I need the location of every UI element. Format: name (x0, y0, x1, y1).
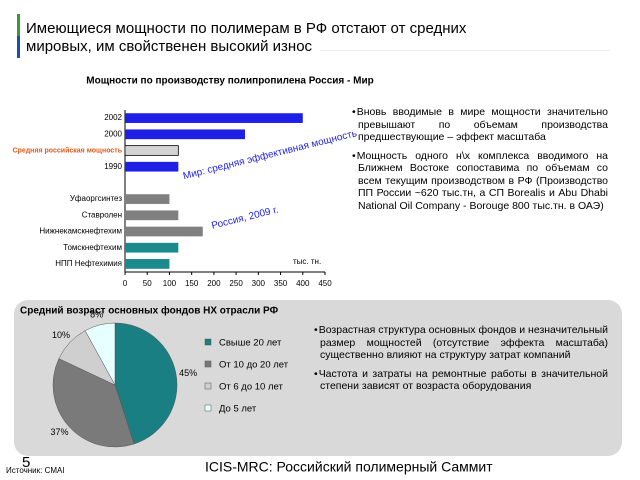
x-tick-label: 0 (123, 279, 128, 288)
bullet: Мощность одного н\х комплекса вводимого … (357, 150, 608, 213)
legend-label: До 5 лет (219, 404, 257, 415)
legend-label: Свыше 20 лет (219, 338, 282, 349)
data-label: 10% (52, 330, 70, 340)
bar (125, 259, 170, 269)
bullet: Вновь вводимые в мире мощности значитель… (357, 106, 608, 144)
bar (124, 145, 179, 156)
page-number: 5 (22, 454, 30, 471)
legend-swatch (204, 404, 212, 412)
legend-label: От 6 до 10 лет (219, 382, 283, 393)
x-tick-label: 400 (296, 279, 310, 288)
x-tick-label: 350 (274, 279, 288, 288)
accent (17, 36, 20, 58)
bullet: Возрастная структура основных фондов и н… (319, 324, 608, 362)
legend-label: От 10 до 20 лет (219, 360, 289, 371)
bar-title: Мощности по производству полипропилена Р… (86, 76, 373, 87)
pie-slice (114, 322, 178, 445)
y-tick-label: 1990 (104, 162, 122, 171)
accent (17, 14, 20, 36)
bullet: Частота и затраты на ремонтные работы в … (319, 368, 608, 393)
x-tick-label: 250 (229, 279, 243, 288)
legend-swatch (204, 382, 212, 390)
bar (125, 161, 179, 172)
x-tick-label: 150 (185, 279, 199, 288)
bar (125, 113, 303, 123)
bar (125, 194, 170, 204)
x-tick-label: 100 (163, 279, 177, 288)
legend-swatch (204, 360, 212, 368)
legend-swatch (204, 338, 212, 346)
y-tick-label: 2002 (104, 113, 122, 122)
bullets-top: Вновь вводимые в мире мощности значитель… (357, 106, 608, 218)
y-tick-label: 2000 (104, 129, 122, 138)
x-tick-label: 300 (252, 279, 266, 288)
y-tick-label: Ставролен (82, 210, 122, 219)
pie-title: Средний возраст основных фондов НХ отрас… (20, 305, 279, 317)
data-label: 8% (90, 310, 103, 320)
x-tick-label: 450 (318, 279, 332, 288)
y-tick-label: Средняя российская мощность (13, 146, 123, 154)
y-tick-label: Уфаоргсинтез (70, 194, 122, 203)
bullets-bottom: Возрастная структура основных фондов и н… (319, 324, 608, 399)
bar (125, 129, 245, 140)
y-tick-label: НПП Нефтехимия (55, 259, 122, 268)
bar (125, 242, 179, 253)
pie-slice (52, 358, 135, 448)
pie-slice (84, 322, 116, 386)
data-label: 45% (179, 368, 197, 378)
annotation: Россия, 2009 г. (210, 205, 279, 232)
bar (125, 226, 203, 237)
y-tick-label: Томскнефтехим (63, 243, 122, 252)
rule (320, 50, 610, 51)
bar (125, 210, 179, 221)
footer: ICIS-MRC: Российский полимерный Саммит (205, 459, 493, 475)
unit-label: тыс. тн. (293, 257, 321, 266)
x-tick-label: 50 (143, 279, 152, 288)
x-tick-label: 200 (207, 279, 221, 288)
source: Источник: CMAI (6, 466, 65, 475)
y-tick-label: Нижнекамскнефтехим (39, 227, 122, 236)
slide-title: Имеющиеся мощности по полимерам в РФ отс… (26, 20, 467, 55)
data-label: 37% (50, 427, 68, 437)
